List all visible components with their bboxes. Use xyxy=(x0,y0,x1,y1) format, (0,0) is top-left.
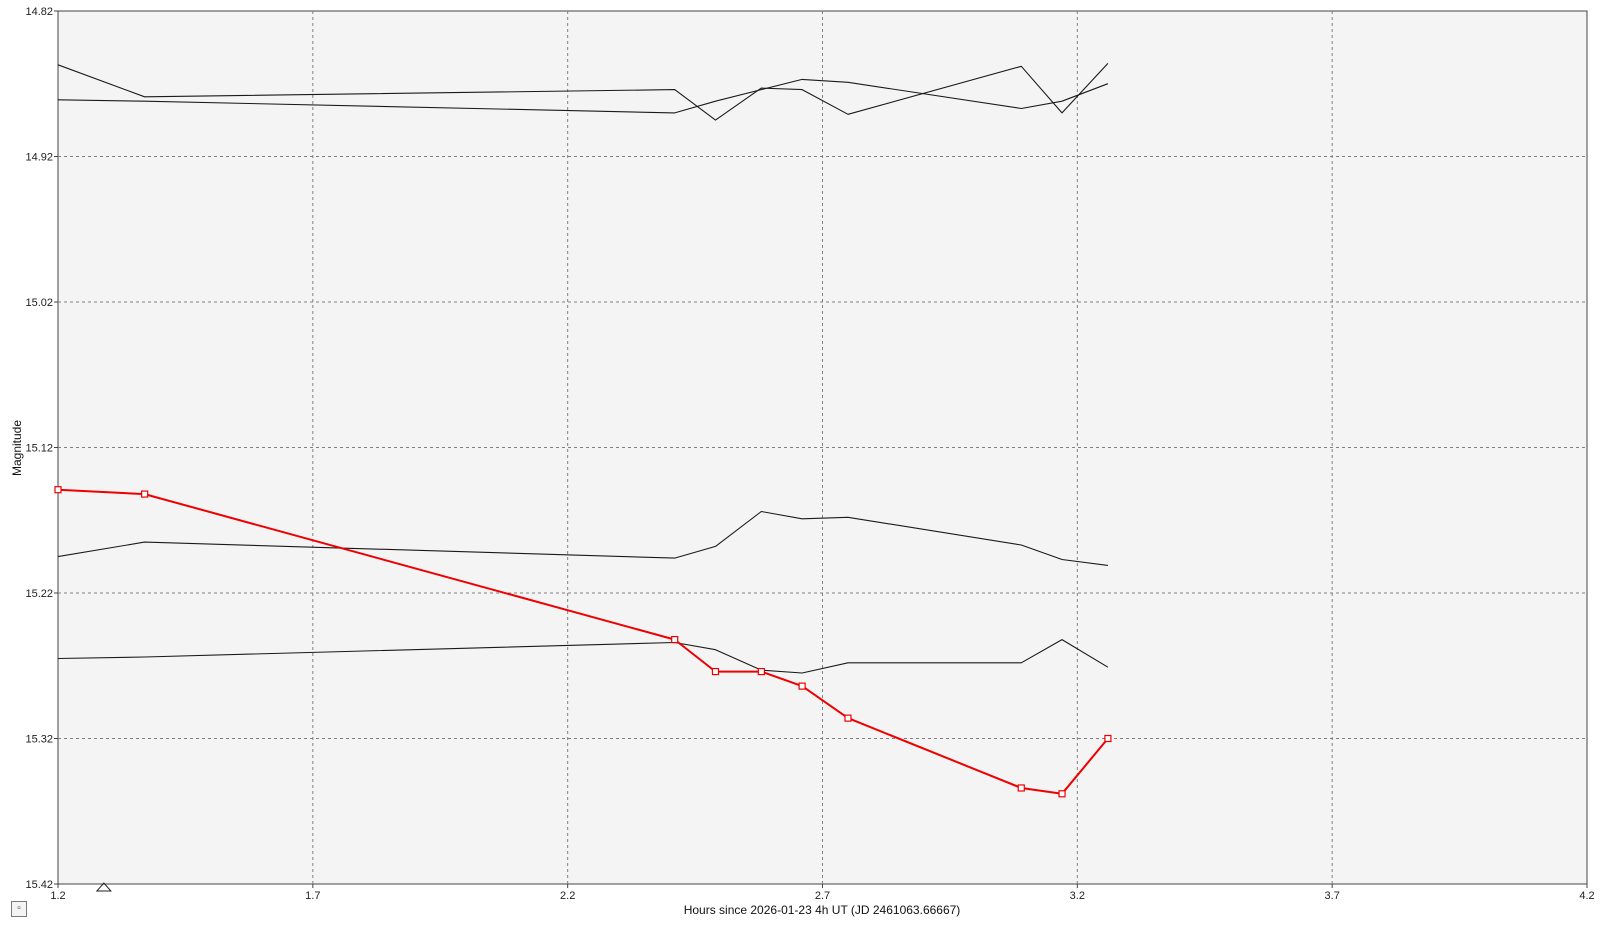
comparison-series-line-1[interactable] xyxy=(57,63,1109,121)
comparison-series-line-4[interactable] xyxy=(57,639,1109,674)
y-tick-label: 15.32 xyxy=(25,734,53,746)
target-data-point[interactable] xyxy=(844,714,852,722)
y-tick-label: 14.92 xyxy=(25,152,53,164)
target-data-point[interactable] xyxy=(54,486,62,494)
y-tick-label: 14.82 xyxy=(25,6,53,18)
corner-toggle-button[interactable]: ▫ xyxy=(11,901,27,917)
y-tick-label: 15.12 xyxy=(25,443,53,455)
y-tick-label: 15.02 xyxy=(25,297,53,309)
target-data-point[interactable] xyxy=(798,682,806,690)
comparison-series-line-3[interactable] xyxy=(57,510,1108,566)
x-tick-label: 2.2 xyxy=(560,890,575,902)
comparison-series-line-2[interactable] xyxy=(57,78,1109,114)
series-lines xyxy=(57,63,1109,795)
x-tick-label: 3.7 xyxy=(1325,890,1340,902)
x-tick-label: 4.2 xyxy=(1579,890,1594,902)
target-series-line[interactable] xyxy=(57,488,1109,795)
x-tick-label: 3.2 xyxy=(1070,890,1085,902)
y-tick-label: 15.22 xyxy=(25,588,53,600)
series-markers xyxy=(54,486,1112,798)
target-data-point[interactable] xyxy=(671,635,679,644)
grid-lines xyxy=(58,11,1587,884)
target-data-point[interactable] xyxy=(757,667,765,676)
target-data-point[interactable] xyxy=(711,667,720,676)
x-tick-label: 2.7 xyxy=(815,890,830,902)
target-data-point[interactable] xyxy=(141,490,149,498)
axis-tick-labels: 1.2 1.7 2.2 2.7 3.2 3.7 4.2 14.82 14.92 15.02 15.1… xyxy=(25,6,1594,902)
y-tick-label: 15.42 xyxy=(25,879,53,891)
x-tick-label: 1.2 xyxy=(50,890,65,902)
target-data-point[interactable] xyxy=(1017,784,1025,792)
x-tick-label: 1.7 xyxy=(305,890,320,902)
y-axis-title: Magnitude xyxy=(10,420,24,476)
time-marker-triangle-icon[interactable] xyxy=(95,882,112,892)
target-data-point[interactable] xyxy=(1104,734,1112,743)
target-data-point[interactable] xyxy=(1058,790,1066,798)
x-axis-title: Hours since 2026-01-23 4h UT (JD 2461063… xyxy=(684,903,961,917)
